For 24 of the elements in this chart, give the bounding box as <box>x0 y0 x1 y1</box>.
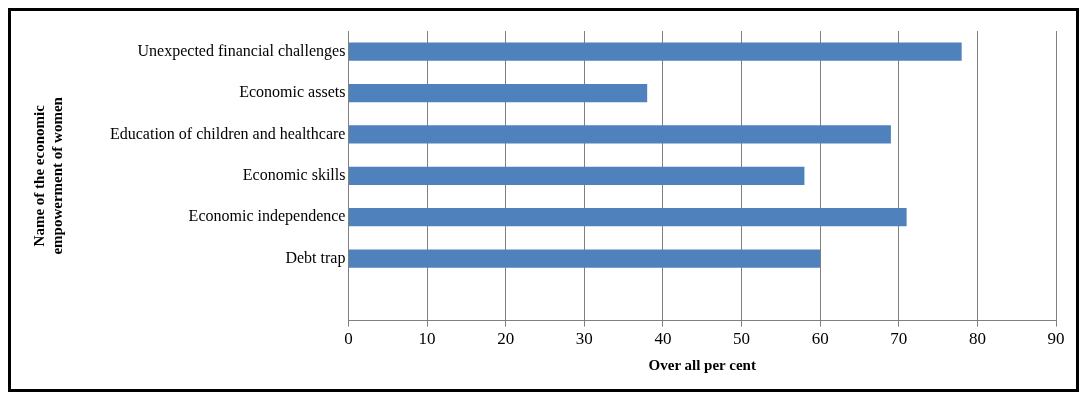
y-tick-label: Economic assets <box>239 83 346 101</box>
y-tick-label: Unexpected financial challenges <box>137 41 346 60</box>
x-tick-label: 90 <box>1047 329 1065 349</box>
y-axis-title: Name of the economic empowerment of women <box>30 96 65 255</box>
x-tick-label: 30 <box>575 329 593 349</box>
bar <box>348 166 805 185</box>
x-tick-label: 20 <box>497 329 515 349</box>
y-tick-label: Education of children and healthcare <box>109 124 346 142</box>
x-tick-label: 0 <box>344 329 353 349</box>
y-tick-label: Debt trap <box>285 248 346 267</box>
x-tick-label: 80 <box>968 329 986 349</box>
x-tick-label: 70 <box>890 329 908 349</box>
x-tick-label: 10 <box>418 329 436 349</box>
bar <box>348 208 907 227</box>
x-axis-title: Over all per cent <box>648 356 756 373</box>
y-tick-label: Economic independence <box>188 207 346 226</box>
x-tick-label: 50 <box>733 329 751 349</box>
bar <box>348 125 891 144</box>
x-tick-label: 40 <box>654 329 672 349</box>
bar <box>348 42 962 61</box>
y-tick-label: Economic skills <box>242 166 346 183</box>
bar <box>348 83 648 103</box>
x-tick-label: 60 <box>811 329 829 349</box>
bar <box>348 249 821 268</box>
